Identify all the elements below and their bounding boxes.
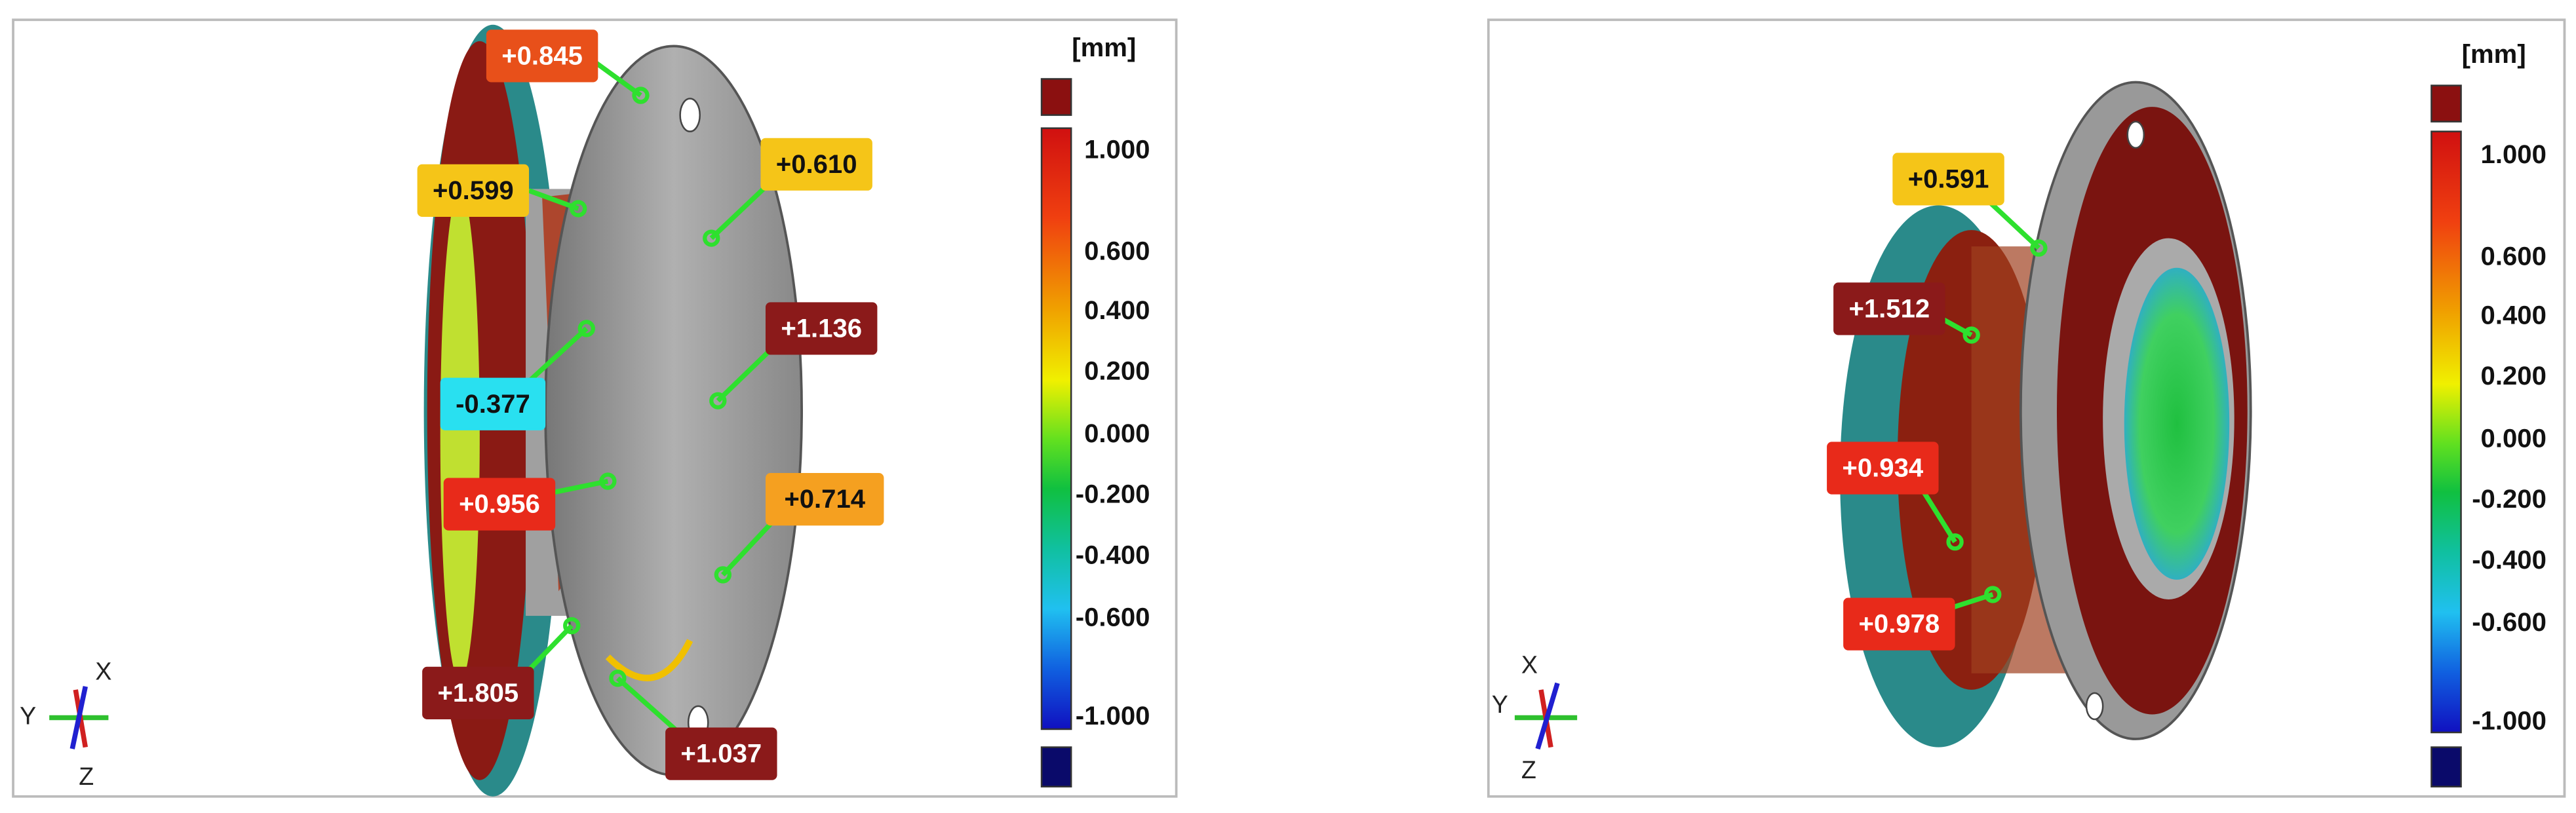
annotation-box — [760, 138, 872, 191]
panel-left: +0.845 +0.599 +0.610 +1.136 -0.377 +0.95… — [12, 18, 1178, 798]
annotation-label: +0.714 — [784, 485, 865, 514]
annotation-label: +0.934 — [1842, 454, 1923, 483]
axis-label: Y — [1492, 690, 1508, 718]
annotation-label: +1.805 — [437, 679, 518, 708]
annotation-label: +0.845 — [501, 41, 583, 70]
legend-tick-label: 0.400 — [2481, 301, 2547, 330]
annotations: +0.845 +0.599 +0.610 +1.136 -0.377 +0.95… — [417, 29, 884, 780]
legend-tick-label: 0.000 — [2481, 424, 2547, 453]
axis-triad: X Y Z — [1492, 651, 1578, 784]
legend-unit: [mm] — [2462, 40, 2526, 69]
legend-tick-label: -0.600 — [2472, 608, 2547, 637]
annotation-label: +1.512 — [1848, 294, 1930, 323]
annotation-box — [440, 377, 546, 430]
legend-tick-label: 0.600 — [1084, 237, 1150, 266]
legend-tick-label: -1.000 — [2472, 707, 2547, 736]
annotation-box — [1843, 597, 1955, 651]
annotations: +0.591 +1.512 +0.934 +0.978 — [1827, 153, 2048, 651]
legend-tick-label: -1.000 — [1076, 702, 1150, 730]
annotation-box — [443, 478, 556, 531]
annotation-box — [417, 164, 530, 217]
annotation-label: -0.377 — [456, 390, 530, 419]
legend-tick-label: 1.000 — [1084, 135, 1150, 164]
part-render — [1840, 81, 2252, 747]
legend-tick-label: 0.000 — [1084, 419, 1150, 448]
annotation-label: +0.591 — [1908, 164, 1989, 193]
annotation-label: +0.599 — [433, 176, 514, 205]
annotation-label: +1.037 — [680, 740, 762, 768]
legend-tick-label: 0.200 — [1084, 357, 1150, 386]
color-legend: [mm] 1.000 0.600 0.400 0.200 0.000 -0.200 -0.4… — [1040, 33, 1150, 787]
annotation-box — [1892, 153, 2004, 206]
axis-label: Z — [1521, 756, 1536, 784]
legend-tick-label: -0.400 — [2472, 546, 2547, 575]
legend-tick-label: -0.200 — [1076, 480, 1150, 509]
color-legend: [mm] 1.000 0.600 0.400 0.200 0.000 -0.200 -0.4… — [2430, 40, 2547, 787]
annotation-label: +0.956 — [459, 490, 540, 519]
annotation-box — [665, 727, 777, 780]
legend-tick-label: -0.200 — [2472, 485, 2547, 514]
annotation-label: +0.610 — [776, 150, 857, 179]
panel-right: +0.591 +1.512 +0.934 +0.978 [mm] 1.000 0.… — [1487, 18, 2566, 798]
axis-triad: X Y Z — [20, 658, 111, 790]
annotation-box — [486, 29, 598, 83]
axis-label: Z — [79, 763, 94, 790]
axis-label: Y — [20, 702, 36, 729]
legend-tick-label: -0.600 — [1076, 603, 1150, 632]
legend-unit: [mm] — [1072, 33, 1136, 62]
legend-tick-label: 1.000 — [2481, 140, 2547, 169]
axis-label: X — [1521, 651, 1538, 679]
annotation-box — [765, 473, 884, 526]
annotation-box — [765, 302, 878, 355]
annotation-box — [1827, 442, 1939, 495]
annotation-label: +1.136 — [781, 314, 862, 343]
legend-tick-label: -0.400 — [1076, 540, 1150, 569]
axis-label: X — [95, 658, 111, 685]
annotation-box — [1833, 282, 1945, 335]
legend-tick-label: 0.200 — [2481, 362, 2547, 390]
legend-tick-label: 0.400 — [1084, 296, 1150, 325]
annotation-box — [422, 666, 534, 719]
legend-tick-label: 0.600 — [2481, 242, 2547, 271]
annotation-label: +0.978 — [1858, 610, 1940, 639]
